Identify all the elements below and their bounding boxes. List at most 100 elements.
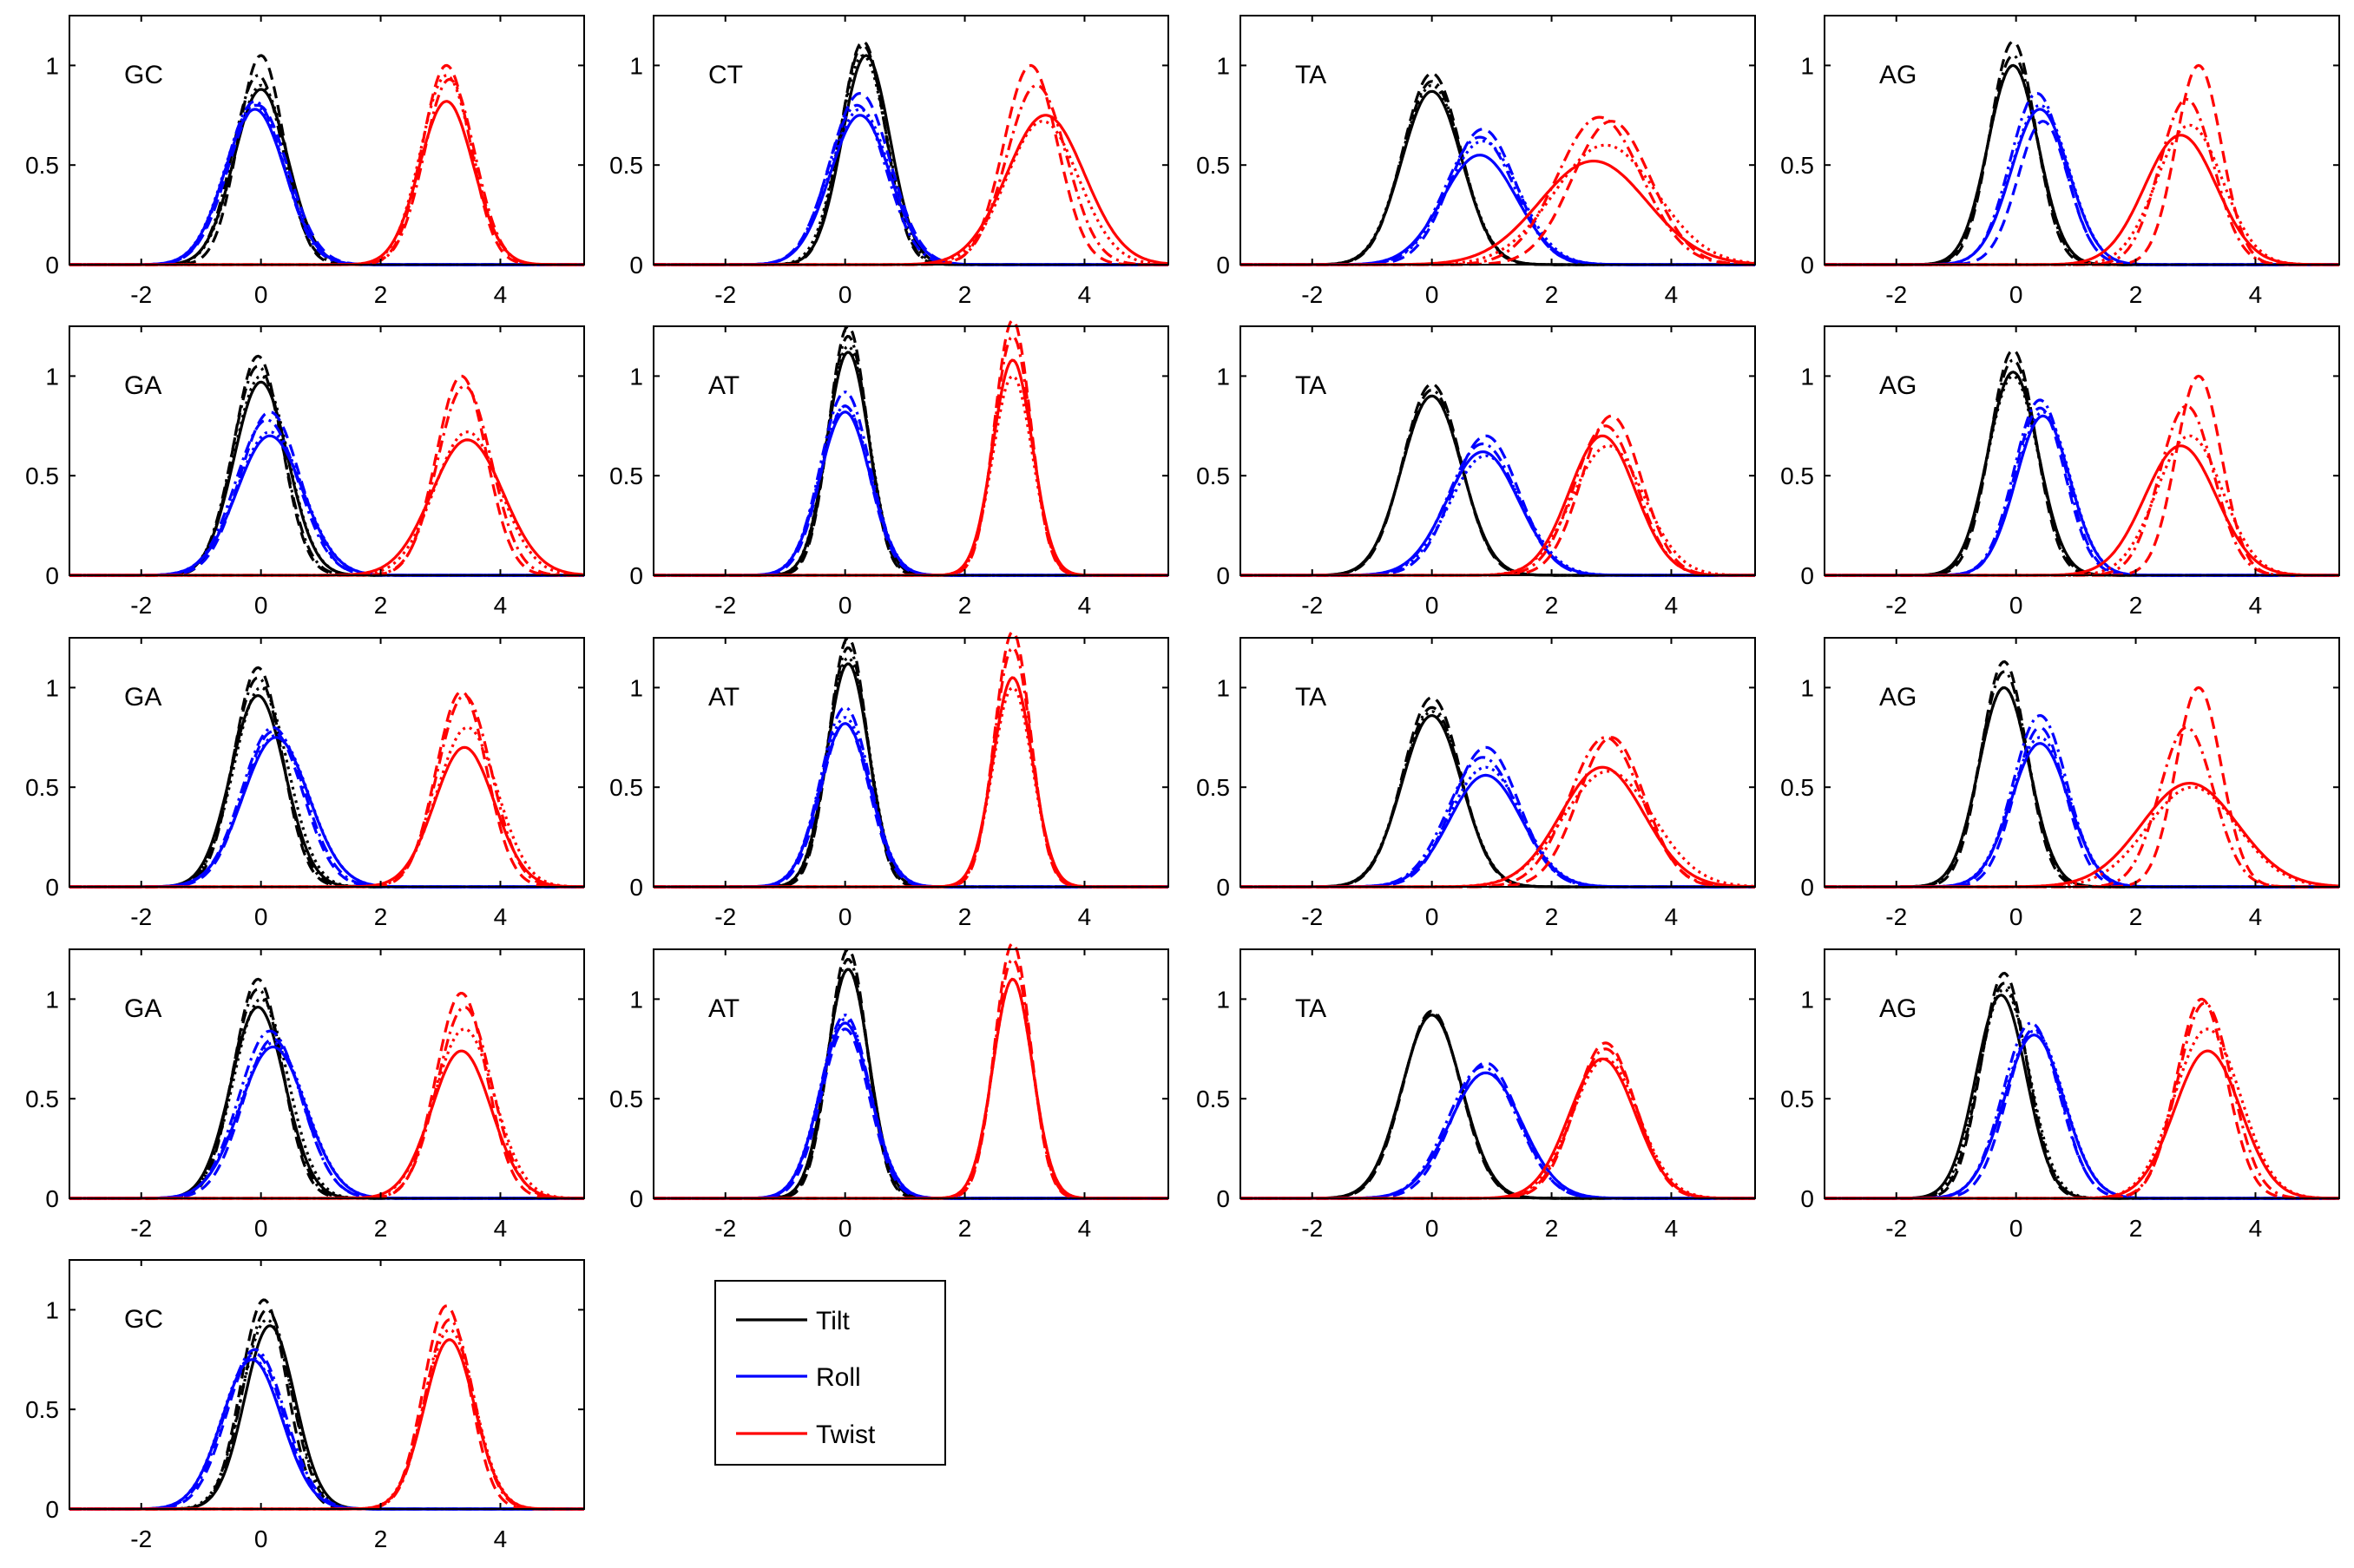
curve-roll-solid [654,1021,1168,1200]
curve-roll-dashdot [1825,398,2339,577]
curve-roll-dashdot [69,418,584,577]
curve-roll-solid [69,1358,584,1511]
panel-6: -2 0 2 4 0 0.5 1 AT [609,318,1169,619]
curve-roll-dotted [1825,1029,2339,1200]
curve-roll-dotted [654,716,1168,889]
curve-roll-dotted [1825,736,2339,889]
x-tick-label: -2 [1301,903,1323,930]
x-tick-label: 4 [494,1215,508,1242]
curve-twist-dashdot [69,384,584,577]
curve-twist-dotted [69,74,584,266]
x-tick-label: 0 [254,281,268,308]
x-tick-label: -2 [714,1215,736,1242]
curve-tilt-solid [1240,713,1755,889]
curve-twist-dashdot [1825,725,2339,889]
curve-tilt-solid [1240,1014,1755,1200]
x-tick-label: 2 [1545,592,1559,619]
curve-roll-dashdot [654,705,1168,889]
curve-twist-dashed [1825,63,2339,266]
curve-tilt-solid [1240,394,1755,577]
curve-roll-dashdot [1240,756,1755,889]
x-tick-label: -2 [1885,903,1907,930]
x-tick-label: 0 [838,1215,852,1242]
panel-label: GA [124,994,161,1023]
curve-twist-dotted [654,686,1168,889]
curve-roll-dotted [1240,765,1755,889]
curve-twist-dotted [1825,123,2339,266]
curve-twist-dashed [1240,1041,1755,1200]
curve-roll-dashdot [69,1029,584,1200]
curve-roll-dashed [69,730,584,889]
panel-16: -2 0 2 4 0 0.5 1 AG [1780,948,2340,1242]
curve-twist-dashed [1825,997,2339,1200]
curve-roll-dotted [69,103,584,266]
y-tick-label: 0 [45,562,59,589]
curve-twist-dashdot [69,78,584,266]
x-tick-label: 2 [2129,1215,2143,1242]
legend-label-roll: Roll [816,1363,861,1392]
y-tick-label: 1 [629,674,643,701]
curve-roll-dashed [654,91,1168,266]
curve-twist-dashdot [1825,97,2339,266]
y-tick-label: 0 [45,874,59,901]
x-tick-label: -2 [130,1525,152,1552]
curve-roll-dotted [654,1017,1168,1200]
y-tick-label: 1 [1216,52,1230,79]
panel-label: TA [1295,61,1326,89]
y-tick-label: 1 [45,363,59,390]
panel-10: -2 0 2 4 0 0.5 1 AT [609,630,1169,930]
curve-twist-dashdot [1825,1001,2339,1200]
curve-roll-dashdot [69,1348,584,1511]
y-tick-label: 1 [45,52,59,79]
x-tick-label: 0 [254,1215,268,1242]
curve-twist-dashdot [69,1318,584,1511]
curve-roll-dashdot [69,725,584,889]
curve-roll-dashdot [654,1014,1168,1200]
curve-roll-dotted [1240,1071,1755,1200]
axes-frame [1239,948,1756,1199]
y-tick-label: 1 [629,363,643,390]
x-tick-label: 2 [2129,281,2143,308]
panel-9: -2 0 2 4 0 0.5 1 GA [25,637,585,930]
x-tick-label: 0 [1425,903,1439,930]
panel-14: -2 0 2 4 0 0.5 1 AT [609,941,1169,1242]
legend-label-twist: Twist [816,1420,876,1449]
x-tick-label: 2 [1545,903,1559,930]
curve-roll-dotted [1825,103,2339,266]
curve-twist-solid [69,438,585,577]
curve-tilt-dashed [654,325,1168,577]
curve-tilt-dashed [654,948,1168,1200]
axes-frame [69,1259,585,1510]
y-tick-label: 0.5 [25,1086,59,1112]
panel-12: -2 0 2 4 0 0.5 1 AG [1780,637,2340,930]
y-tick-label: 0 [1216,562,1230,589]
curve-roll-dotted [69,733,584,889]
curve-twist-solid [69,100,584,266]
curve-twist-dotted [1240,444,1755,577]
curve-roll-dashed [1240,1061,1755,1200]
curve-twist-solid [1825,444,2339,577]
y-tick-label: 0.5 [25,152,59,179]
x-tick-label: 2 [958,592,972,619]
curve-roll-dotted [654,404,1168,577]
curve-twist-dashdot [1240,424,1755,577]
curve-roll-dashed [1825,1027,2339,1200]
axes-frame [653,325,1169,576]
curve-roll-solid [1825,1033,2339,1200]
x-tick-label: 0 [1425,281,1439,308]
x-tick-label: 4 [1665,281,1679,308]
x-tick-label: 0 [1425,1215,1439,1242]
axes-frame [1824,637,2340,888]
curve-roll-dashed [69,1037,584,1200]
curve-tilt-dashdot [69,1308,584,1511]
curve-tilt-dotted [1240,1014,1755,1200]
curve-twist-dotted [654,374,1168,577]
panel-label: GC [124,61,163,89]
x-tick-label: 2 [374,1525,388,1552]
curve-roll-solid [1240,1071,1755,1200]
panel-3: -2 0 2 4 0 0.5 1 TA [1196,15,1756,308]
panel-label: AT [708,994,740,1023]
x-tick-label: 4 [2249,281,2263,308]
y-tick-label: 0 [1216,252,1230,279]
y-tick-label: 0.5 [609,774,643,801]
